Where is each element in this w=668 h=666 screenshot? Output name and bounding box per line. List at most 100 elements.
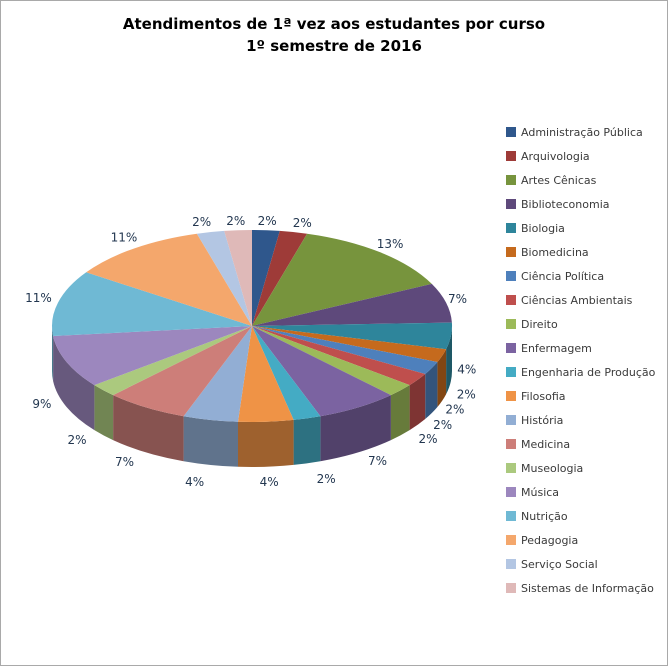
legend-label: Ciências Ambientais [521, 293, 633, 307]
legend-label: Música [521, 485, 560, 499]
legend-color-swatch-icon [506, 511, 516, 521]
pie-slice [252, 233, 432, 326]
legend-color-swatch-icon [506, 583, 516, 593]
legend-color-swatch-icon [506, 367, 516, 377]
pie-slice [252, 326, 447, 362]
legend-label: Museologia [521, 461, 584, 475]
pie-slice-side [390, 385, 410, 441]
legend-color-swatch-icon [506, 223, 516, 233]
legend-label: Arquivologia [521, 149, 590, 163]
chart-title: Atendimentos de 1ª vez aos estudantes po… [1, 13, 667, 57]
pie-slice-side [52, 326, 54, 381]
legend-item: Biologia [506, 216, 655, 240]
pie-slice [252, 326, 438, 374]
pie-slice-side [425, 362, 438, 419]
chart-title-line1: Atendimentos de 1ª vez aos estudantes po… [122, 15, 546, 33]
pie-slice [252, 326, 321, 420]
legend-item: História [506, 408, 655, 432]
legend-item: Arquivologia [506, 144, 655, 168]
legend-item: Sistemas de Informação [506, 576, 655, 600]
slice-percent-label: 7% [368, 454, 387, 468]
pie-slice-side [94, 385, 114, 441]
pie-slice [252, 326, 391, 417]
legend-item: Serviço Social [506, 552, 655, 576]
slice-percent-label: 2% [445, 403, 464, 417]
legend-item: Enfermagem [506, 336, 655, 360]
pie-slice [252, 283, 452, 326]
legend-color-swatch-icon [506, 439, 516, 449]
legend-color-swatch-icon [506, 415, 516, 425]
legend-item: Nutrição [506, 504, 655, 528]
pie-slice-side [437, 349, 447, 407]
legend-label: História [521, 413, 564, 427]
legend-item: Museologia [506, 456, 655, 480]
slice-percent-label: 2% [457, 388, 476, 402]
legend-label: Serviço Social [521, 557, 598, 571]
pie-slice [252, 229, 280, 326]
legend-item: Ciência Política [506, 264, 655, 288]
pie-slice [224, 229, 252, 326]
legend-label: Nutrição [521, 509, 568, 523]
legend-color-swatch-icon [506, 127, 516, 137]
pie-slice [238, 326, 294, 423]
legend-color-swatch-icon [506, 151, 516, 161]
chart-legend: Administração Pública Arquivologia Artes C… [506, 120, 655, 600]
slice-percent-label: 4% [457, 362, 476, 376]
legend-label: Biblioteconomia [521, 197, 610, 211]
pie-slice-side [183, 416, 238, 467]
pie-slice [252, 326, 426, 386]
legend-label: Artes Cênicas [521, 173, 597, 187]
pie-slice-side [446, 326, 453, 395]
legend-item: Artes Cênicas [506, 168, 655, 192]
legend-label: Administração Pública [521, 125, 643, 139]
legend-item: Biomedicina [506, 240, 655, 264]
slice-percent-label: 2% [433, 418, 452, 432]
legend-color-swatch-icon [506, 343, 516, 353]
pie-slice [252, 326, 410, 396]
legend-color-swatch-icon [506, 271, 516, 281]
legend-color-swatch-icon [506, 463, 516, 473]
slice-percent-label: 11% [25, 291, 52, 305]
pie-slice [252, 230, 308, 326]
slice-percent-label: 11% [111, 230, 138, 244]
legend-label: Enfermagem [521, 341, 592, 355]
legend-label: Pedagogia [521, 533, 579, 547]
slice-percent-label: 9% [32, 397, 51, 411]
slice-percent-label: 7% [448, 292, 467, 306]
pie-slice [196, 230, 252, 326]
legend-item: Pedagogia [506, 528, 655, 552]
chart-title-line2: 1º semestre de 2016 [246, 37, 422, 55]
pie-slice-side [320, 395, 391, 462]
pie-slice [183, 326, 252, 422]
slice-percent-label: 2% [317, 472, 336, 486]
legend-item: Ciências Ambientais [506, 288, 655, 312]
slice-percent-label: 2% [192, 215, 211, 229]
pie-slice [52, 272, 253, 336]
legend-label: Biologia [521, 221, 565, 235]
slice-percent-label: 2% [258, 214, 277, 228]
slice-percent-label: 2% [293, 216, 312, 230]
legend-item: Filosofia [506, 384, 655, 408]
legend-label: Medicina [521, 437, 571, 451]
legend-color-swatch-icon [506, 559, 516, 569]
pie-slice [94, 326, 253, 396]
legend-label: Engenharia de Produção [521, 365, 656, 379]
legend-color-swatch-icon [506, 487, 516, 497]
legend-item: Música [506, 480, 655, 504]
legend-color-swatch-icon [506, 391, 516, 401]
legend-label: Filosofia [521, 389, 566, 403]
legend-color-swatch-icon [506, 295, 516, 305]
legend-label: Sistemas de Informação [521, 581, 654, 595]
slice-percent-label: 7% [115, 455, 134, 469]
slice-percent-label: 13% [377, 237, 404, 251]
slice-percent-label: 2% [67, 433, 86, 447]
pie-slice-side [113, 395, 184, 462]
legend-label: Ciência Política [521, 269, 605, 283]
legend-item: Administração Pública [506, 120, 655, 144]
pie-slice-side [293, 416, 321, 465]
legend-color-swatch-icon [506, 199, 516, 209]
legend-label: Direito [521, 317, 558, 331]
legend-color-swatch-icon [506, 247, 516, 257]
